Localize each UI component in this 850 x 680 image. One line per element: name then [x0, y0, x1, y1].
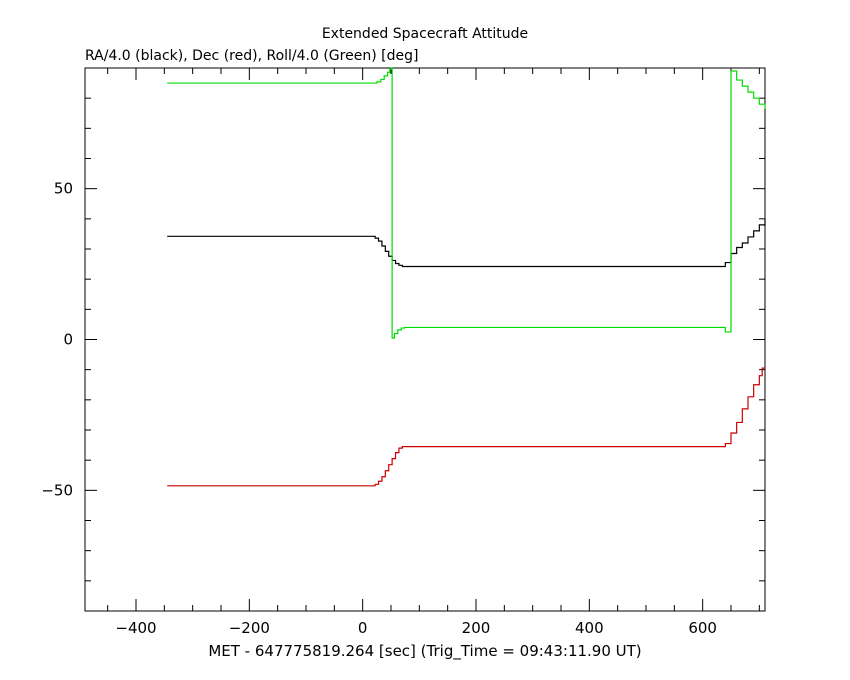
x-tick-label: 400: [575, 619, 604, 637]
plot-frame: [84, 67, 766, 612]
x-tick-label: 0: [358, 619, 368, 637]
series-roll-line: [167, 67, 766, 339]
y-axis-label: RA/4.0 (black), Dec (red), Roll/4.0 (Gre…: [85, 48, 418, 64]
x-tick-label: 200: [462, 619, 491, 637]
x-tick-label: −400: [115, 619, 156, 637]
y-tick-label: 0: [63, 331, 73, 349]
axis-ticks: [85, 67, 765, 612]
y-tick-label: −50: [41, 481, 73, 499]
x-axis-label: MET - 647775819.264 [sec] (Trig_Time = 0…: [208, 642, 641, 661]
series-dec-line: [167, 367, 765, 487]
x-tick-label: 600: [688, 619, 717, 637]
series-group: [167, 67, 766, 487]
chart-title: Extended Spacecraft Attitude: [322, 26, 528, 42]
axis-tick-labels: −400 −200 0 200 400 600 −50 0 50: [41, 180, 717, 637]
x-tick-label: −200: [229, 619, 270, 637]
series-ra-line: [167, 218, 766, 268]
y-tick-label: 50: [54, 180, 73, 198]
